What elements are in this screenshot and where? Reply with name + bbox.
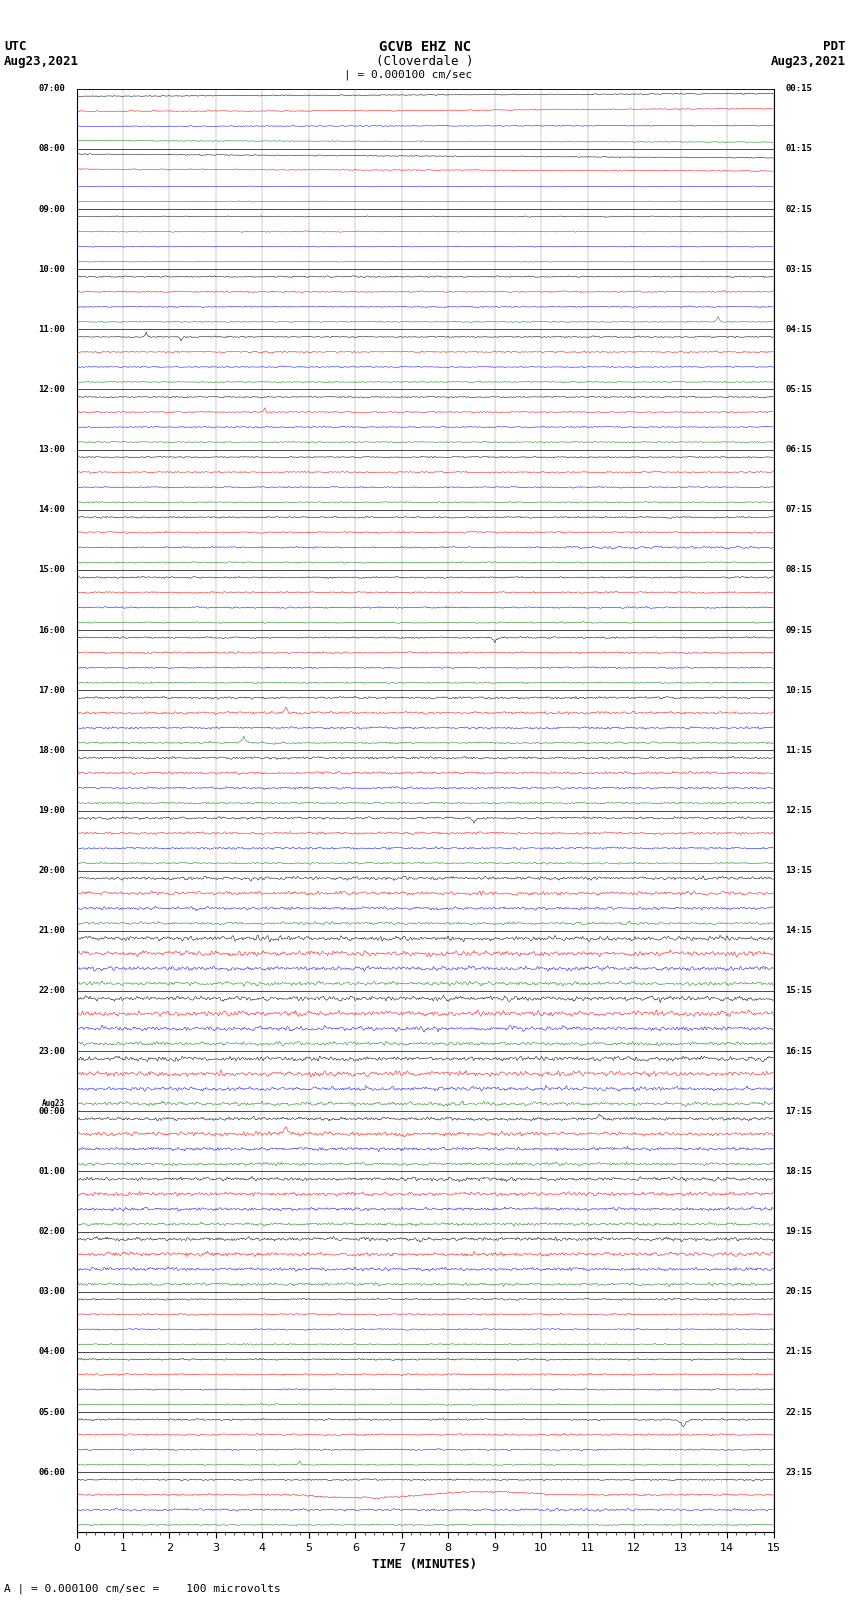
- Text: 15:00: 15:00: [38, 566, 65, 574]
- Text: 06:00: 06:00: [38, 1468, 65, 1476]
- Text: 04:00: 04:00: [38, 1347, 65, 1357]
- Text: 16:15: 16:15: [785, 1047, 812, 1055]
- Text: 19:00: 19:00: [38, 806, 65, 815]
- Text: 15:15: 15:15: [785, 987, 812, 995]
- Text: 22:15: 22:15: [785, 1408, 812, 1416]
- Text: Aug23,2021: Aug23,2021: [771, 55, 846, 68]
- Text: 02:15: 02:15: [785, 205, 812, 213]
- Text: 13:00: 13:00: [38, 445, 65, 455]
- Text: 18:00: 18:00: [38, 745, 65, 755]
- Text: 11:15: 11:15: [785, 745, 812, 755]
- Text: 10:00: 10:00: [38, 265, 65, 274]
- Text: 05:15: 05:15: [785, 386, 812, 394]
- Text: 11:00: 11:00: [38, 324, 65, 334]
- Text: 12:00: 12:00: [38, 386, 65, 394]
- Text: | = 0.000100 cm/sec: | = 0.000100 cm/sec: [344, 69, 472, 81]
- Text: 14:00: 14:00: [38, 505, 65, 515]
- Text: 18:15: 18:15: [785, 1166, 812, 1176]
- Text: 17:15: 17:15: [785, 1107, 812, 1116]
- Text: 05:00: 05:00: [38, 1408, 65, 1416]
- Text: 00:15: 00:15: [785, 84, 812, 94]
- Text: 02:00: 02:00: [38, 1227, 65, 1236]
- Text: 07:15: 07:15: [785, 505, 812, 515]
- Text: 09:00: 09:00: [38, 205, 65, 213]
- Text: GCVB EHZ NC: GCVB EHZ NC: [379, 40, 471, 55]
- Text: 04:15: 04:15: [785, 324, 812, 334]
- Text: 00:00: 00:00: [38, 1107, 65, 1116]
- Text: 03:15: 03:15: [785, 265, 812, 274]
- Text: 16:00: 16:00: [38, 626, 65, 634]
- Text: 07:00: 07:00: [38, 84, 65, 94]
- Text: 23:00: 23:00: [38, 1047, 65, 1055]
- X-axis label: TIME (MINUTES): TIME (MINUTES): [372, 1558, 478, 1571]
- Text: 21:00: 21:00: [38, 926, 65, 936]
- Text: 08:15: 08:15: [785, 566, 812, 574]
- Text: 01:15: 01:15: [785, 145, 812, 153]
- Text: 23:15: 23:15: [785, 1468, 812, 1476]
- Text: Aug23,2021: Aug23,2021: [4, 55, 79, 68]
- Text: 03:00: 03:00: [38, 1287, 65, 1297]
- Text: A | = 0.000100 cm/sec =    100 microvolts: A | = 0.000100 cm/sec = 100 microvolts: [4, 1582, 281, 1594]
- Text: 20:15: 20:15: [785, 1287, 812, 1297]
- Text: 20:00: 20:00: [38, 866, 65, 876]
- Text: Aug23: Aug23: [42, 1098, 65, 1108]
- Text: 21:15: 21:15: [785, 1347, 812, 1357]
- Text: 13:15: 13:15: [785, 866, 812, 876]
- Text: 06:15: 06:15: [785, 445, 812, 455]
- Text: 10:15: 10:15: [785, 686, 812, 695]
- Text: 12:15: 12:15: [785, 806, 812, 815]
- Text: 22:00: 22:00: [38, 987, 65, 995]
- Text: 09:15: 09:15: [785, 626, 812, 634]
- Text: (Cloverdale ): (Cloverdale ): [377, 55, 473, 68]
- Text: 08:00: 08:00: [38, 145, 65, 153]
- Text: 14:15: 14:15: [785, 926, 812, 936]
- Text: 19:15: 19:15: [785, 1227, 812, 1236]
- Text: 01:00: 01:00: [38, 1166, 65, 1176]
- Text: PDT: PDT: [824, 40, 846, 53]
- Text: UTC: UTC: [4, 40, 26, 53]
- Text: 17:00: 17:00: [38, 686, 65, 695]
